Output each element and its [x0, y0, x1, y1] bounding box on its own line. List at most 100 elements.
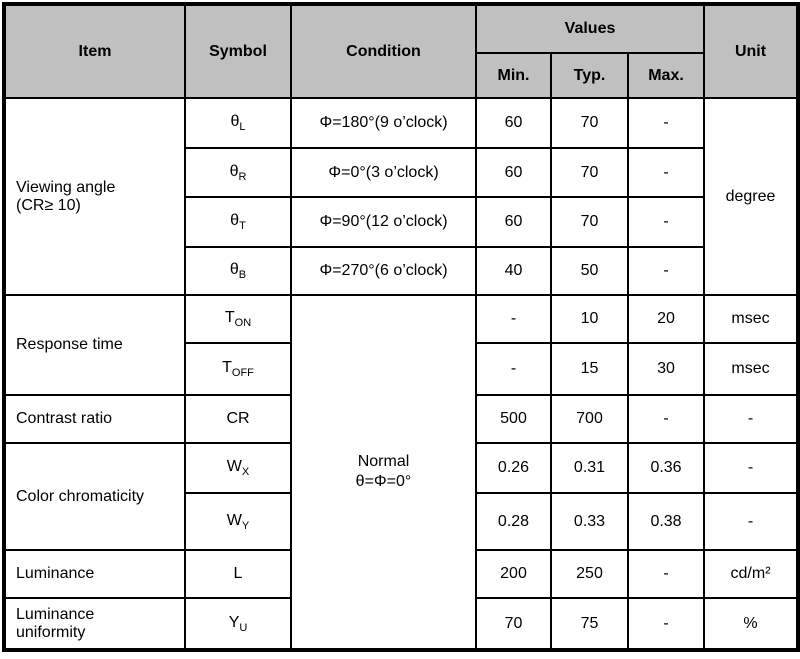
table-row: Response time TON Normal θ=Φ=0° - 10 20 …: [3, 294, 800, 651]
max-cell: -: [626, 549, 706, 599]
condition-cell: Φ=0°(3 o’clock): [290, 147, 477, 198]
typ-cell: 75: [550, 597, 629, 651]
condition-normal-line1: Normal: [357, 453, 410, 470]
item-viewing-angle: Viewing angle (CR≥ 10): [3, 97, 186, 296]
header-min: Min.: [475, 52, 552, 99]
table-row: WY 0.28 0.33 0.38 -: [4, 492, 800, 551]
symbol-subscript: ON: [234, 317, 252, 329]
header-max: Max.: [626, 52, 706, 99]
symbol-subscript: OFF: [231, 367, 254, 379]
symbol-base: W: [226, 458, 242, 475]
condition-cell: Φ=90°(12 o’clock): [290, 196, 477, 248]
typ-cell: 50: [550, 246, 629, 296]
table-row: TOFF - 15 30 msec: [4, 342, 800, 396]
min-cell: 60: [475, 147, 552, 198]
max-cell: -: [626, 196, 706, 248]
unit-cell: -: [703, 492, 800, 551]
symbol-subscript: R: [238, 170, 247, 183]
max-cell: 20: [626, 294, 706, 344]
min-cell: 40: [475, 246, 552, 296]
symbol-subscript: T: [239, 220, 246, 232]
min-cell: 70: [475, 597, 552, 651]
condition-cell: Φ=180°(9 o’clock): [290, 97, 477, 149]
header-symbol: Symbol: [184, 3, 292, 99]
typ-cell: 70: [550, 147, 629, 198]
max-cell: 0.36: [626, 442, 706, 494]
header-typ: Typ.: [550, 52, 629, 99]
item-viewing-angle-line1: Viewing angle: [16, 178, 116, 196]
unit-degree: degree: [703, 97, 800, 296]
header-unit: Unit: [703, 3, 800, 99]
symbol-theta-b: θB: [184, 246, 292, 296]
min-cell: 0.28: [475, 492, 552, 551]
max-cell: -: [626, 394, 706, 444]
min-cell: 500: [475, 394, 552, 444]
symbol-base: θ: [229, 162, 239, 180]
table-row: Luminance uniformity YU 70 75 - %: [3, 597, 800, 651]
symbol-theta-r: θR: [184, 147, 292, 198]
typ-cell: 10: [550, 294, 629, 344]
max-cell: 30: [626, 342, 706, 396]
item-luminance-uniformity-line2: uniformity: [16, 623, 86, 641]
max-cell: -: [626, 246, 706, 296]
max-cell: 0.38: [626, 492, 706, 551]
unit-cell: -: [703, 394, 800, 444]
table-row: Contrast ratio CR 500 700 - -: [3, 394, 800, 444]
max-cell: -: [626, 597, 706, 651]
min-cell: 0.26: [475, 442, 552, 494]
table-row: Viewing angle (CR≥ 10) θL Φ=180°(9 o’clo…: [3, 97, 800, 296]
table-row: Luminance L 200 250 - cd/m²: [3, 549, 800, 599]
typ-cell: 0.33: [550, 492, 629, 551]
table-row: θR Φ=0°(3 o’clock) 60 70 -: [4, 147, 798, 198]
symbol-subscript: B: [238, 269, 247, 281]
symbol-base: Y: [228, 613, 240, 631]
symbol-base: θ: [230, 212, 240, 229]
header-values: Values: [474, 3, 706, 54]
condition-normal: Normal θ=Φ=0°: [290, 294, 477, 651]
max-cell: -: [626, 147, 706, 198]
symbol-w-y: WY: [184, 492, 292, 551]
min-cell: 60: [475, 196, 552, 248]
item-luminance: Luminance: [3, 549, 186, 599]
symbol-subscript: U: [239, 621, 248, 634]
item-luminance-uniformity: Luminance uniformity: [3, 597, 186, 651]
symbol-base: θ: [230, 113, 240, 130]
table-row: Color chromaticity WX 0.26 0.31 0.36 -: [3, 442, 800, 551]
symbol-subscript: X: [241, 466, 250, 478]
unit-cell: msec: [703, 342, 800, 396]
typ-cell: 70: [550, 196, 629, 248]
item-contrast-ratio: Contrast ratio: [3, 394, 186, 444]
item-luminance-uniformity-line1: Luminance: [16, 605, 95, 623]
typ-cell: 700: [550, 394, 629, 444]
item-color-chromaticity: Color chromaticity: [3, 442, 186, 551]
typ-cell: 70: [550, 97, 629, 149]
min-cell: 200: [475, 549, 552, 599]
item-response-time: Response time: [3, 294, 186, 396]
table-row: θT Φ=90°(12 o’clock) 60 70 -: [4, 196, 798, 248]
symbol-subscript: Y: [241, 519, 250, 532]
condition-cell: Φ=270°(6 o’clock): [290, 246, 477, 296]
symbol-y-u: YU: [184, 597, 292, 651]
item-viewing-angle-line2: (CR≥ 10): [16, 196, 81, 214]
symbol-subscript: L: [239, 121, 246, 133]
header-item: Item: [3, 3, 186, 99]
typ-cell: 0.31: [550, 442, 629, 494]
min-cell: -: [475, 342, 552, 396]
unit-cell: cd/m²: [703, 549, 800, 599]
symbol-theta-l: θL: [184, 97, 292, 149]
unit-cell: %: [703, 597, 800, 651]
typ-cell: 15: [550, 342, 629, 396]
unit-cell: -: [703, 442, 800, 494]
table-row: θB Φ=270°(6 o’clock) 40 50 -: [4, 246, 798, 296]
symbol-t-on: TON: [184, 294, 292, 344]
symbol-theta-t: θT: [184, 196, 292, 248]
unit-cell: msec: [703, 294, 800, 344]
symbol-base: W: [226, 511, 242, 529]
symbol-base: T: [224, 309, 235, 326]
symbol-base: T: [222, 359, 232, 376]
symbol-w-x: WX: [184, 442, 292, 494]
max-cell: -: [626, 97, 706, 149]
min-cell: -: [475, 294, 552, 344]
header-condition: Condition: [290, 3, 477, 99]
